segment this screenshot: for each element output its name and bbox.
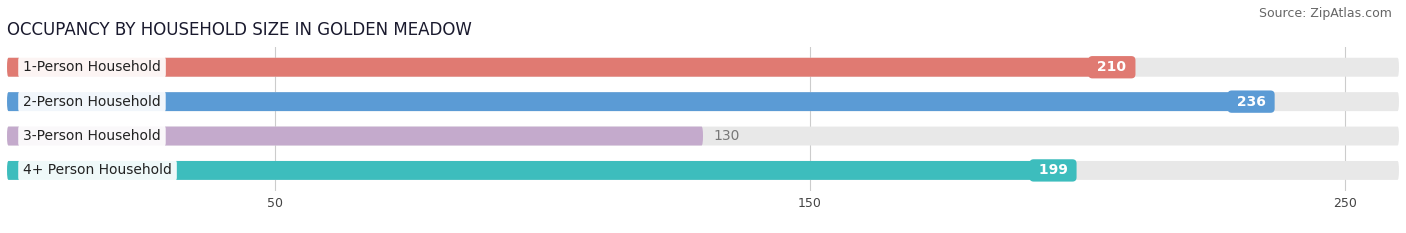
Text: Source: ZipAtlas.com: Source: ZipAtlas.com: [1258, 7, 1392, 20]
FancyBboxPatch shape: [7, 58, 1399, 77]
FancyBboxPatch shape: [7, 92, 1271, 111]
Text: 2-Person Household: 2-Person Household: [22, 95, 160, 109]
Text: 3-Person Household: 3-Person Household: [22, 129, 160, 143]
FancyBboxPatch shape: [7, 127, 703, 145]
Text: 4+ Person Household: 4+ Person Household: [22, 163, 172, 177]
Text: OCCUPANCY BY HOUSEHOLD SIZE IN GOLDEN MEADOW: OCCUPANCY BY HOUSEHOLD SIZE IN GOLDEN ME…: [7, 21, 472, 39]
FancyBboxPatch shape: [7, 161, 1399, 180]
Text: 199: 199: [1033, 163, 1073, 177]
FancyBboxPatch shape: [7, 127, 1399, 145]
Text: 1-Person Household: 1-Person Household: [22, 60, 160, 74]
Text: 210: 210: [1092, 60, 1132, 74]
Text: 236: 236: [1232, 95, 1271, 109]
FancyBboxPatch shape: [7, 161, 1073, 180]
Text: 130: 130: [714, 129, 740, 143]
FancyBboxPatch shape: [7, 92, 1399, 111]
FancyBboxPatch shape: [7, 58, 1132, 77]
